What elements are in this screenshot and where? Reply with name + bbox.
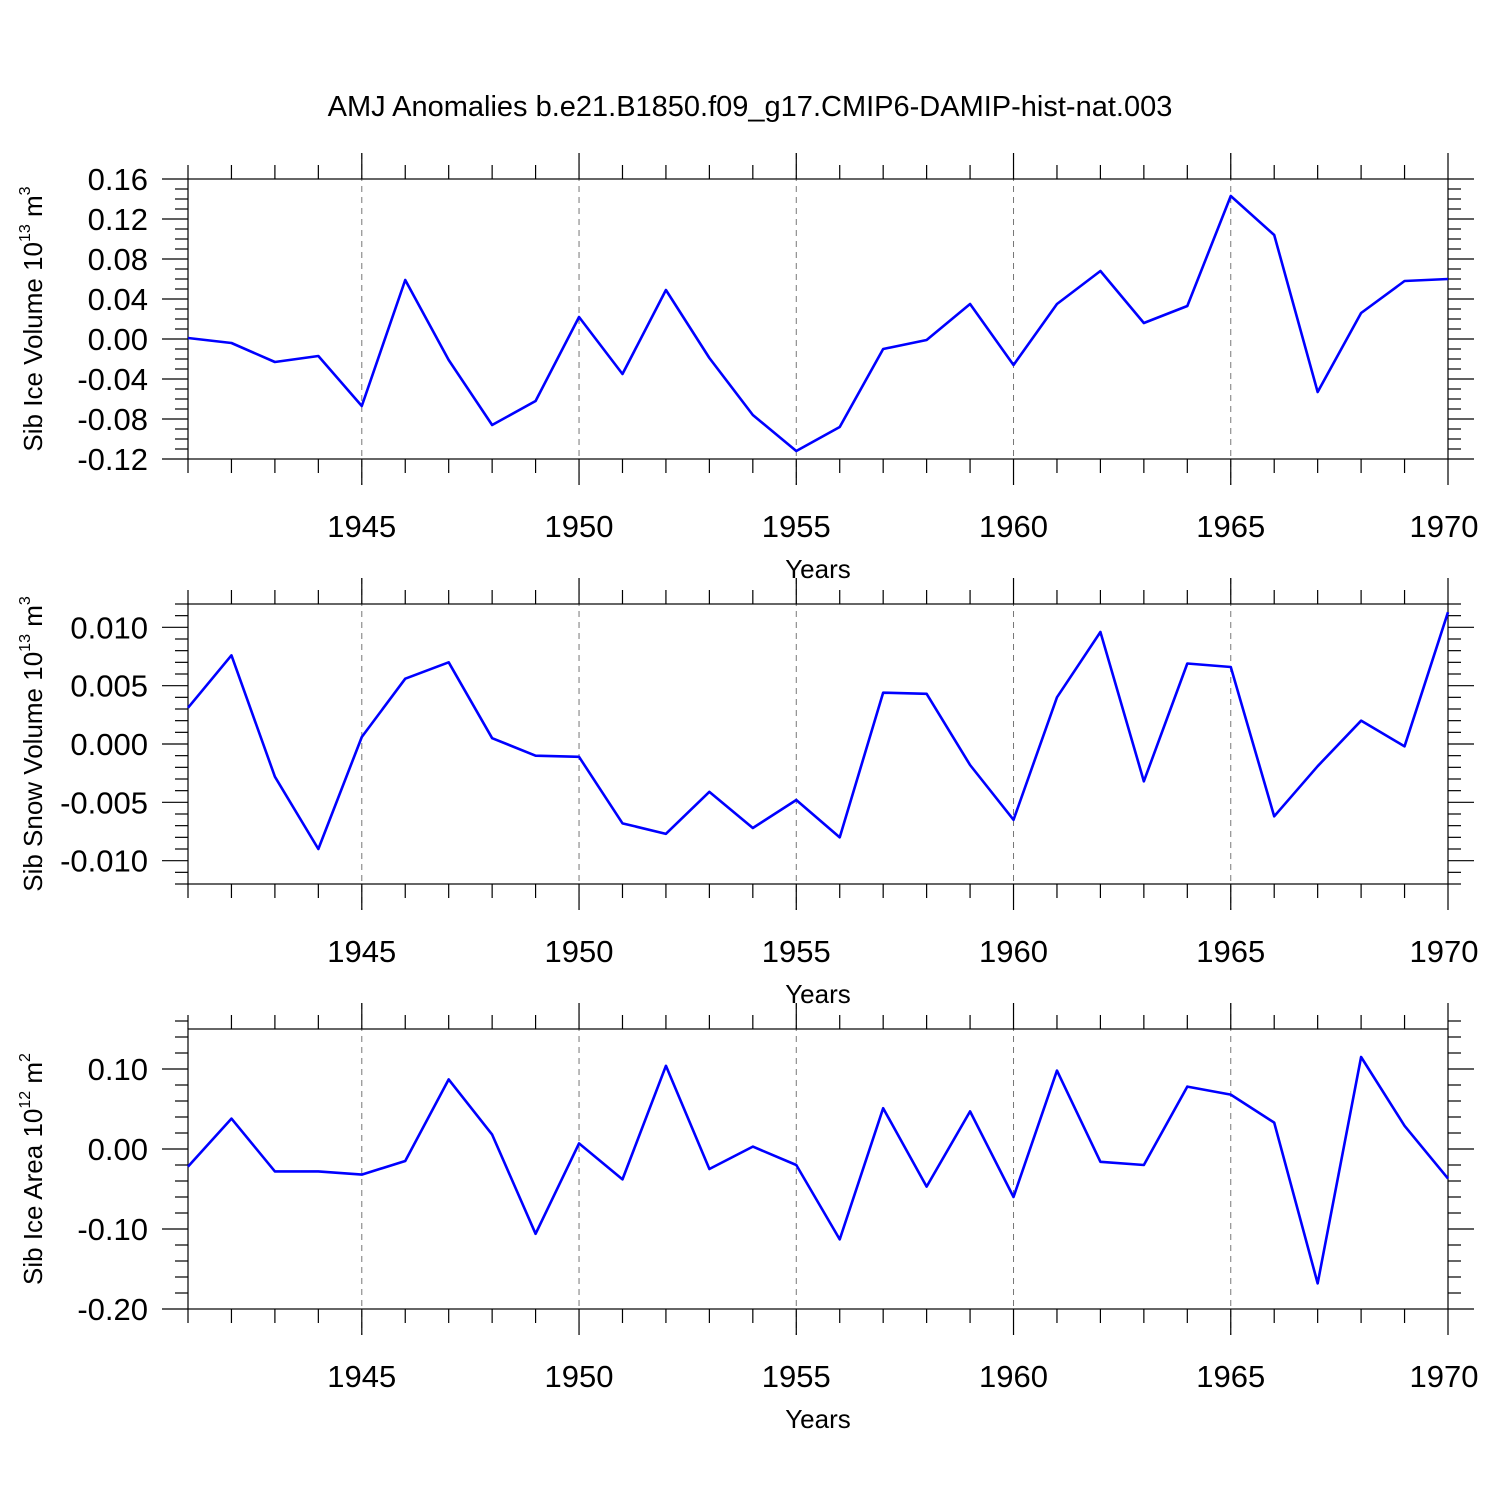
- xlabel-ice-volume: Years: [785, 554, 851, 584]
- series-line-snow-volume: [186, 611, 1450, 851]
- y-tick-label: -0.12: [77, 442, 148, 477]
- x-tick-label: 1955: [762, 509, 831, 544]
- y-tick-label: 0.000: [70, 727, 148, 762]
- x-tick-label: 1945: [327, 509, 396, 544]
- y-tick-label: -0.08: [77, 402, 148, 437]
- xlabel-ice-area: Years: [785, 1404, 851, 1434]
- y-tick-label: 0.005: [70, 669, 148, 704]
- plot-frame: [187, 603, 1449, 885]
- x-tick-label: 1965: [1196, 934, 1265, 969]
- y-tick-label: 0.10: [88, 1052, 148, 1087]
- x-tick-label: 1945: [327, 1359, 396, 1394]
- plot-frame: [187, 1028, 1449, 1310]
- y-tick-label: -0.04: [77, 362, 148, 397]
- series-line-ice-volume: [187, 194, 1449, 453]
- x-tick-label: 1955: [762, 934, 831, 969]
- panel-ice-volume: Sib Ice Volume 1013 m3 Years -0.12 -0.08 -…: [17, 153, 1478, 584]
- ylabel-ice-area: Sib Ice Area 1012 m2: [17, 1053, 48, 1285]
- x-tick-label: 1970: [1410, 509, 1479, 544]
- x-tick-label: 1965: [1196, 1359, 1265, 1394]
- y-tick-label: 0.00: [88, 1132, 148, 1167]
- x-tick-label: 1960: [979, 509, 1048, 544]
- x-tick-label: 1950: [545, 509, 614, 544]
- y-tick-label: 0.12: [88, 202, 148, 237]
- x-tick-label: 1960: [979, 934, 1048, 969]
- y-tick-label: 0.08: [88, 242, 148, 277]
- x-tick-label: 1960: [979, 1359, 1048, 1394]
- series-line-ice-area: [187, 1055, 1450, 1285]
- ylabel-ice-volume: Sib Ice Volume 1013 m3: [17, 186, 48, 451]
- panel-snow-volume: Sib Snow Volume 1013 m3 Years -0.010 -0.0…: [17, 578, 1478, 1009]
- y-tick-label: 0.04: [88, 282, 148, 317]
- x-tick-label: 1950: [545, 934, 614, 969]
- panel-ice-area: Sib Ice Area 1012 m2 Years -0.20 -0.10 0.0…: [17, 1003, 1478, 1434]
- x-tick-label: 1970: [1410, 934, 1479, 969]
- y-tick-label: 0.16: [88, 162, 148, 197]
- x-tick-label: 1945: [327, 934, 396, 969]
- y-tick-label: -0.10: [77, 1212, 148, 1247]
- ylabel-snow-volume: Sib Snow Volume 1013 m3: [17, 596, 48, 892]
- x-tick-label: 1970: [1410, 1359, 1479, 1394]
- y-tick-label: -0.005: [60, 785, 148, 820]
- y-tick-label: -0.20: [77, 1292, 148, 1327]
- xlabel-snow-volume: Years: [785, 979, 851, 1009]
- y-tick-label: 0.00: [88, 322, 148, 357]
- y-tick-label: -0.010: [60, 844, 148, 879]
- chart-title: AMJ Anomalies b.e21.B1850.f09_g17.CMIP6-…: [328, 91, 1173, 123]
- x-tick-label: 1955: [762, 1359, 831, 1394]
- x-tick-label: 1950: [545, 1359, 614, 1394]
- y-tick-label: 0.010: [70, 610, 148, 645]
- x-tick-label: 1965: [1196, 509, 1265, 544]
